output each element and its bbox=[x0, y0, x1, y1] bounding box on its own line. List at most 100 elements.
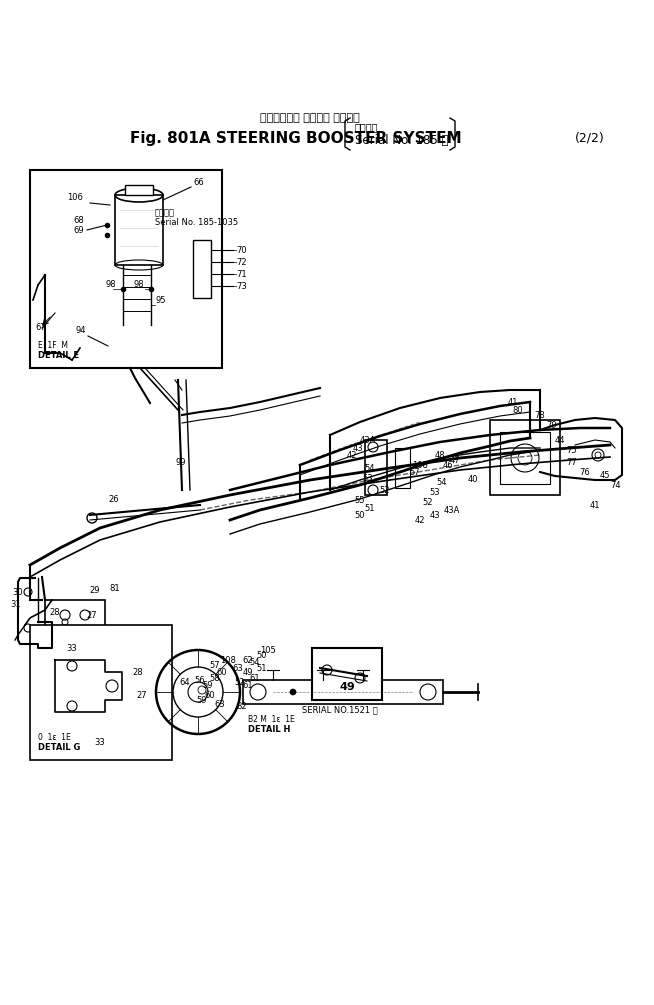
Text: 75: 75 bbox=[566, 445, 577, 454]
Text: 59: 59 bbox=[203, 680, 213, 689]
Text: 78: 78 bbox=[534, 410, 545, 419]
Text: 56: 56 bbox=[195, 675, 205, 684]
Text: 53: 53 bbox=[363, 473, 373, 482]
Text: 53: 53 bbox=[430, 487, 440, 496]
Text: 61: 61 bbox=[250, 673, 260, 682]
Text: 52: 52 bbox=[235, 677, 245, 686]
Text: 77: 77 bbox=[566, 457, 577, 466]
Text: 31: 31 bbox=[10, 600, 22, 608]
Text: 適用号機: 適用号機 bbox=[355, 122, 379, 132]
Text: 27: 27 bbox=[137, 690, 147, 699]
Text: 55: 55 bbox=[354, 495, 365, 505]
Text: 51: 51 bbox=[365, 504, 375, 513]
Text: 98: 98 bbox=[105, 280, 116, 289]
Text: 98: 98 bbox=[133, 280, 144, 289]
Text: ステアリング ブースタ システム: ステアリング ブースタ システム bbox=[260, 113, 360, 123]
Text: 73: 73 bbox=[236, 281, 247, 290]
Text: 43: 43 bbox=[430, 511, 440, 520]
Text: 27: 27 bbox=[87, 610, 97, 619]
Text: 44: 44 bbox=[555, 435, 565, 444]
Text: 61: 61 bbox=[243, 680, 253, 689]
Bar bbox=[312, 648, 382, 700]
Text: 41: 41 bbox=[508, 398, 519, 407]
Text: 79: 79 bbox=[547, 420, 557, 429]
Text: 74: 74 bbox=[610, 481, 621, 490]
Text: (2/2): (2/2) bbox=[575, 132, 605, 145]
Text: 62: 62 bbox=[243, 655, 253, 664]
Text: 50: 50 bbox=[257, 650, 267, 659]
Text: 64: 64 bbox=[180, 677, 190, 686]
Text: DETAIL H: DETAIL H bbox=[248, 725, 290, 734]
Text: E  1F  M: E 1F M bbox=[38, 341, 68, 350]
Text: 46: 46 bbox=[443, 460, 453, 469]
Text: 68: 68 bbox=[73, 216, 84, 225]
Text: 95: 95 bbox=[155, 296, 165, 305]
Bar bbox=[125, 185, 153, 195]
Text: 59: 59 bbox=[197, 695, 207, 705]
Text: 60: 60 bbox=[216, 667, 228, 676]
Text: 43A: 43A bbox=[360, 435, 376, 444]
Text: 40: 40 bbox=[468, 475, 479, 484]
Text: 70: 70 bbox=[236, 245, 247, 254]
Text: 42: 42 bbox=[347, 450, 357, 459]
Bar bbox=[45, 600, 105, 630]
Text: Serial No. 185-1035: Serial No. 185-1035 bbox=[155, 218, 238, 227]
Text: 51: 51 bbox=[257, 663, 267, 672]
Text: Serial No. 185 ～: Serial No. 185 ～ bbox=[355, 134, 449, 147]
Text: 99: 99 bbox=[175, 458, 186, 467]
Text: 54: 54 bbox=[365, 463, 375, 472]
Text: 33: 33 bbox=[95, 738, 105, 747]
Text: 63: 63 bbox=[233, 663, 243, 672]
Text: SERIAL NO.1521 ～: SERIAL NO.1521 ～ bbox=[302, 705, 378, 714]
Text: 57: 57 bbox=[210, 660, 220, 669]
Bar bbox=[243, 680, 443, 703]
Text: 80: 80 bbox=[513, 405, 523, 414]
Text: 48: 48 bbox=[435, 450, 445, 459]
Bar bbox=[30, 170, 222, 368]
Text: 63: 63 bbox=[215, 699, 226, 709]
Text: 54: 54 bbox=[437, 477, 447, 486]
Bar bbox=[500, 432, 550, 484]
Text: 94: 94 bbox=[75, 326, 86, 335]
Text: 106: 106 bbox=[67, 193, 83, 202]
Text: 67: 67 bbox=[35, 323, 46, 332]
Circle shape bbox=[290, 689, 296, 695]
Circle shape bbox=[340, 689, 346, 695]
Text: 33: 33 bbox=[67, 643, 77, 652]
Text: 72: 72 bbox=[236, 257, 247, 266]
Text: 45: 45 bbox=[600, 471, 610, 480]
Text: 57: 57 bbox=[409, 467, 421, 476]
Text: DETAIL G: DETAIL G bbox=[38, 743, 80, 752]
Text: 43: 43 bbox=[353, 443, 364, 452]
Text: 43A: 43A bbox=[444, 506, 460, 515]
Text: 82: 82 bbox=[237, 701, 247, 711]
Text: 60: 60 bbox=[205, 690, 215, 699]
Text: 49: 49 bbox=[339, 682, 355, 692]
Text: 71: 71 bbox=[236, 269, 247, 278]
Text: 42: 42 bbox=[415, 516, 425, 525]
Text: 50: 50 bbox=[354, 511, 365, 520]
Text: 81: 81 bbox=[110, 584, 120, 593]
Text: 108: 108 bbox=[412, 460, 428, 469]
Text: 28: 28 bbox=[50, 607, 60, 616]
Text: 108: 108 bbox=[220, 655, 236, 664]
Text: 47: 47 bbox=[450, 455, 460, 464]
Text: 76: 76 bbox=[579, 467, 591, 476]
Text: 49: 49 bbox=[243, 667, 253, 676]
Text: 54: 54 bbox=[250, 657, 260, 666]
Text: 41: 41 bbox=[590, 501, 600, 510]
Bar bbox=[30, 625, 172, 760]
Text: 69: 69 bbox=[73, 226, 84, 235]
Text: DETAIL E: DETAIL E bbox=[38, 351, 79, 360]
Text: 52: 52 bbox=[422, 497, 433, 507]
Bar bbox=[115, 195, 163, 265]
Text: 30: 30 bbox=[12, 588, 24, 597]
Text: 26: 26 bbox=[108, 495, 118, 504]
Text: 適用号機: 適用号機 bbox=[155, 208, 175, 217]
Bar bbox=[490, 420, 560, 495]
Text: B2 M  1ε  1E: B2 M 1ε 1E bbox=[248, 715, 295, 724]
Text: 52: 52 bbox=[380, 485, 390, 494]
Text: 105: 105 bbox=[260, 645, 276, 654]
Bar bbox=[193, 240, 211, 298]
Bar bbox=[365, 440, 387, 495]
